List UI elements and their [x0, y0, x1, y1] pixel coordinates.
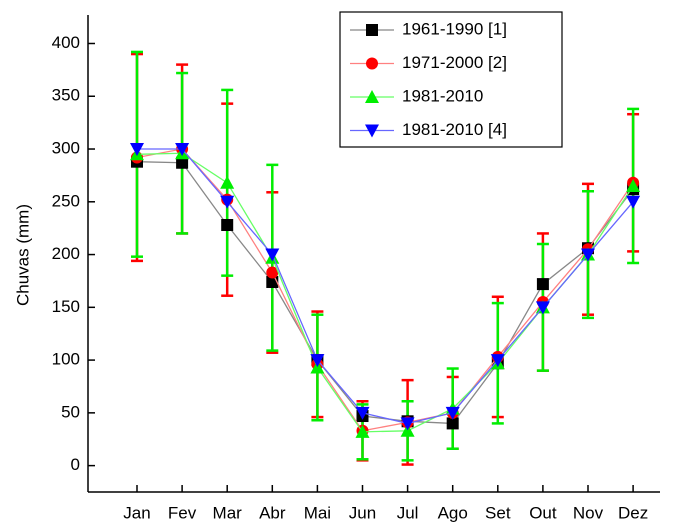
- marker: [536, 278, 549, 291]
- marker: [446, 417, 459, 430]
- legend-label: 1961-1990 [1]: [402, 19, 507, 38]
- y-tick-label: 350: [52, 86, 80, 105]
- legend-label: 1981-2010 [4]: [402, 120, 507, 139]
- x-tick-label: Mar: [213, 503, 243, 522]
- series-line: [137, 148, 634, 425]
- y-tick-label: 300: [52, 139, 80, 158]
- marker: [175, 143, 190, 157]
- y-tick-label: 0: [71, 455, 80, 474]
- marker: [626, 178, 641, 192]
- marker: [535, 301, 550, 315]
- y-tick-label: 100: [52, 350, 80, 369]
- marker: [365, 90, 379, 103]
- marker: [366, 57, 378, 70]
- series-line: [136, 161, 634, 425]
- marker: [365, 124, 379, 138]
- y-tick-label: 200: [52, 244, 80, 263]
- marker: [445, 406, 460, 420]
- marker: [265, 248, 280, 262]
- x-tick-label: Ago: [438, 503, 468, 522]
- marker: [176, 156, 189, 169]
- marker: [400, 417, 415, 431]
- y-axis-label: Chuvas (mm): [13, 204, 32, 306]
- marker: [490, 354, 505, 368]
- x-tick-label: Fev: [168, 503, 197, 522]
- marker: [220, 175, 235, 189]
- x-tick-label: Mai: [304, 503, 331, 522]
- marker: [220, 195, 235, 209]
- x-tick-label: Out: [529, 503, 557, 522]
- marker: [221, 219, 234, 232]
- x-tick-label: Set: [485, 503, 511, 522]
- x-tick-label: Jun: [349, 503, 376, 522]
- marker: [581, 248, 595, 262]
- marker: [130, 143, 144, 157]
- marker: [366, 24, 378, 36]
- x-tick-label: Nov: [573, 503, 604, 522]
- marker: [310, 354, 325, 368]
- marker: [266, 266, 279, 279]
- marker: [626, 195, 641, 209]
- marker: [355, 406, 370, 420]
- legend-label: 1971-2000 [2]: [402, 53, 507, 72]
- x-tick-label: Jul: [397, 503, 419, 522]
- series-line: [136, 148, 634, 432]
- y-tick-label: 250: [52, 191, 80, 210]
- x-tick-label: Abr: [259, 503, 286, 522]
- legend-label: 1981-2010: [402, 86, 483, 105]
- series-line: [136, 152, 634, 433]
- x-tick-label: Dez: [618, 503, 648, 522]
- y-tick-label: 150: [52, 297, 80, 316]
- y-tick-label: 50: [61, 402, 80, 421]
- y-tick-label: 400: [52, 33, 80, 52]
- marker: [355, 424, 370, 438]
- x-tick-label: Jan: [123, 503, 150, 522]
